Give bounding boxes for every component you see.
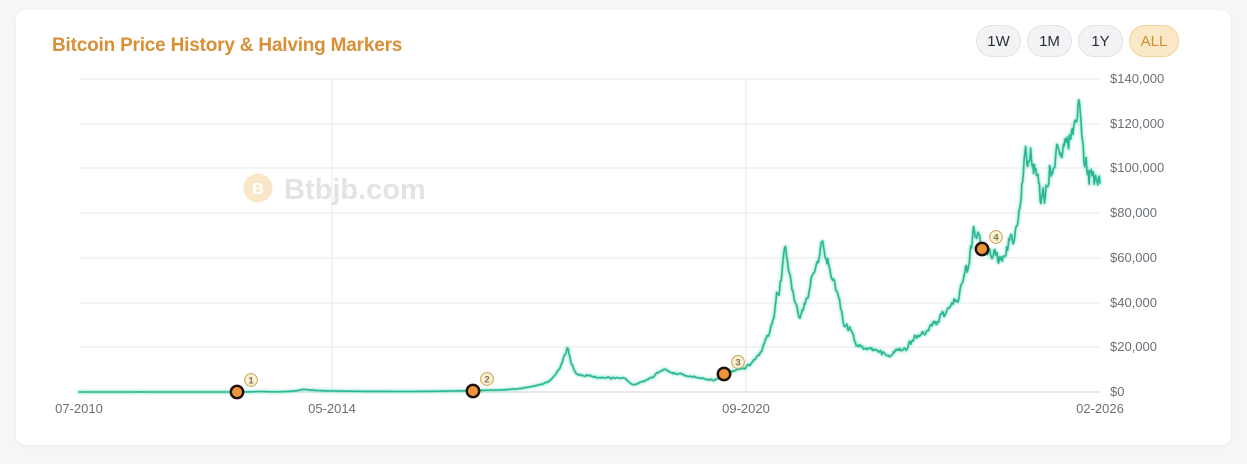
svg-text:1: 1 <box>248 375 254 386</box>
svg-text:$40,000: $40,000 <box>1110 295 1157 310</box>
svg-text:02-2026: 02-2026 <box>1076 401 1124 416</box>
svg-text:$0: $0 <box>1110 384 1124 399</box>
svg-text:2: 2 <box>484 374 489 385</box>
svg-text:09-2020: 09-2020 <box>722 401 770 416</box>
svg-text:$60,000: $60,000 <box>1110 250 1157 265</box>
svg-text:4: 4 <box>993 232 999 243</box>
svg-text:$100,000: $100,000 <box>1110 160 1164 175</box>
svg-text:05-2014: 05-2014 <box>308 401 356 416</box>
svg-text:$80,000: $80,000 <box>1110 205 1157 220</box>
svg-text:$20,000: $20,000 <box>1110 339 1157 354</box>
svg-text:B: B <box>252 181 264 198</box>
svg-text:Btbjb.com: Btbjb.com <box>284 174 426 206</box>
svg-text:$120,000: $120,000 <box>1110 116 1164 131</box>
svg-text:3: 3 <box>735 357 740 368</box>
svg-text:07-2010: 07-2010 <box>55 401 103 416</box>
svg-text:$140,000: $140,000 <box>1110 71 1164 86</box>
